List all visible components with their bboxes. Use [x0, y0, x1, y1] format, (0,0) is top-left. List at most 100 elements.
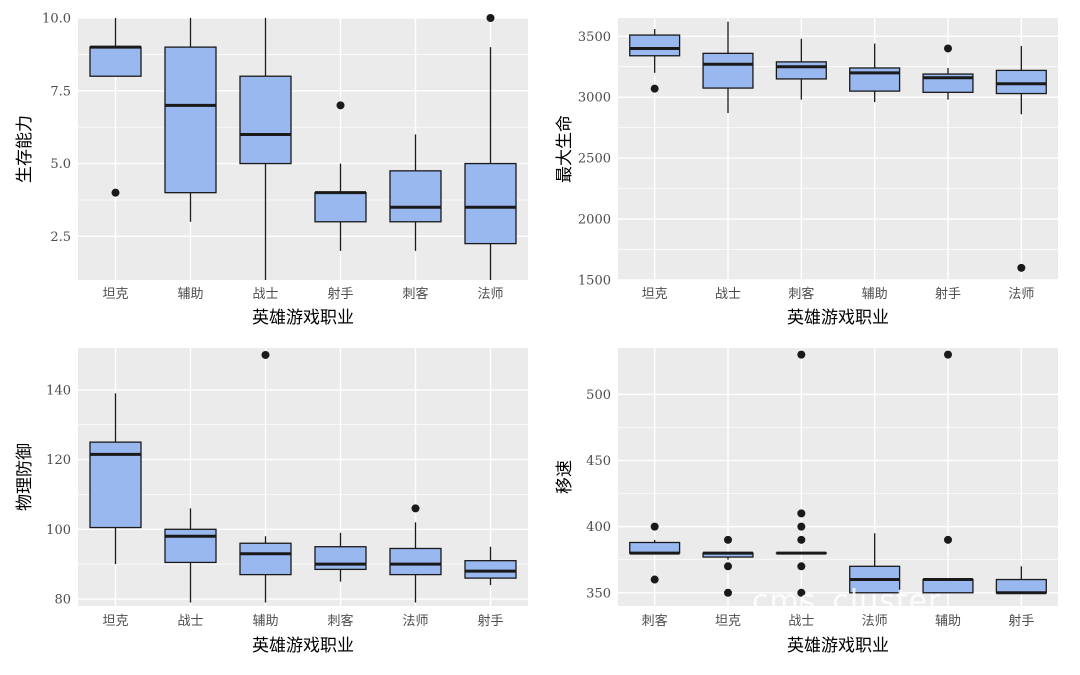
- outlier-point: [797, 509, 806, 518]
- box-iqr: [464, 162, 517, 245]
- x-tick-label: 射手: [935, 286, 961, 302]
- box-iqr: [702, 52, 754, 89]
- outlier-point: [797, 588, 806, 597]
- x-tick-label: 坦克: [642, 287, 668, 302]
- box-辅助: [849, 43, 901, 103]
- box-iqr: [89, 441, 142, 529]
- box-iqr: [314, 546, 367, 571]
- x-tick-label: 法师: [477, 287, 503, 302]
- outlier-point: [724, 535, 732, 544]
- box-刺客: [775, 38, 827, 100]
- box-战士: [164, 508, 217, 603]
- y-tick-label: 2000: [578, 213, 611, 228]
- y-axis-title: 生存能力: [15, 115, 35, 183]
- x-tick-label: 战士: [177, 614, 203, 629]
- outlier-point: [411, 504, 420, 513]
- x-tick-label: 刺客: [642, 613, 668, 629]
- box-战士: [702, 21, 754, 114]
- box-iqr: [314, 192, 367, 223]
- outlier-point: [944, 535, 952, 544]
- box-战士: [775, 350, 827, 597]
- x-axis-title: 英雄游戏职业: [252, 308, 354, 328]
- box-射手: [314, 101, 367, 251]
- y-tick-label: 2.5: [50, 230, 71, 245]
- box-iqr: [629, 541, 681, 554]
- box-iqr: [239, 542, 292, 576]
- box-iqr: [239, 75, 292, 165]
- y-tick-label: 400: [586, 520, 611, 535]
- box-法师: [389, 504, 442, 603]
- box-iqr: [629, 34, 681, 57]
- x-axis-title: 英雄游戏职业: [787, 308, 889, 328]
- y-tick-label: 350: [586, 586, 611, 601]
- box-法师: [995, 46, 1047, 272]
- box-刺客: [389, 134, 442, 251]
- y-tick-label: 500: [586, 388, 611, 403]
- outlier-point: [724, 588, 732, 597]
- outlier-point: [650, 522, 659, 531]
- x-axis-title: 英雄游戏职业: [787, 636, 889, 656]
- y-tick-label: 450: [586, 454, 611, 469]
- box-战士: [239, 18, 292, 280]
- x-tick-label: 射手: [327, 286, 353, 302]
- plot-background: [78, 18, 528, 280]
- box-iqr: [995, 578, 1047, 594]
- box-刺客: [314, 532, 367, 582]
- plot-background: [78, 348, 528, 606]
- y-axis-title: 最大生命: [555, 115, 575, 183]
- box-法师: [464, 14, 517, 280]
- box-iqr: [995, 69, 1047, 95]
- x-tick-label: 法师: [402, 614, 428, 629]
- x-tick-label: 辅助: [935, 614, 961, 629]
- box-辅助: [239, 350, 292, 603]
- plot-background: [618, 348, 1058, 606]
- box-iqr: [922, 578, 974, 594]
- x-tick-label: 刺客: [327, 613, 353, 629]
- outlier-point: [650, 84, 659, 93]
- y-tick-label: 7.5: [50, 84, 71, 99]
- box-坦克: [89, 18, 142, 197]
- box-辅助: [164, 18, 217, 222]
- outlier-point: [650, 575, 659, 584]
- y-tick-label: 80: [54, 593, 71, 608]
- x-tick-label: 刺客: [788, 286, 814, 302]
- x-tick-label: 战士: [788, 614, 814, 629]
- y-tick-label: 10.0: [42, 12, 71, 27]
- y-tick-label: 3500: [578, 30, 611, 45]
- box-iqr: [89, 46, 142, 77]
- y-tick-label: 120: [46, 453, 71, 468]
- x-tick-label: 射手: [1008, 613, 1034, 629]
- outlier-point: [111, 188, 120, 197]
- box-射手: [464, 546, 517, 586]
- x-tick-label: 辅助: [252, 614, 278, 629]
- x-tick-label: 辅助: [862, 287, 888, 302]
- x-tick-label: 刺客: [402, 286, 428, 302]
- x-tick-label: 法师: [1008, 287, 1034, 302]
- outlier-point: [797, 522, 806, 531]
- box-射手: [922, 44, 974, 100]
- y-tick-label: 1500: [578, 274, 611, 289]
- box-射手: [995, 566, 1047, 595]
- outlier-point: [261, 350, 270, 359]
- outlier-point: [944, 44, 952, 53]
- box-坦克: [629, 28, 681, 93]
- box-辅助: [922, 350, 974, 594]
- y-tick-label: 140: [46, 383, 71, 398]
- y-tick-label: 2500: [578, 152, 611, 167]
- box-iqr: [464, 560, 517, 579]
- x-axis-title: 英雄游戏职业: [252, 636, 354, 656]
- y-tick-label: 3000: [578, 91, 611, 106]
- x-tick-label: 辅助: [177, 287, 203, 302]
- outlier-point: [797, 535, 806, 544]
- x-tick-label: 坦克: [102, 287, 128, 302]
- outlier-point: [336, 101, 345, 110]
- outlier-point: [486, 14, 495, 22]
- box-法师: [849, 533, 901, 594]
- y-axis-title: 移速: [555, 460, 575, 494]
- x-tick-label: 战士: [252, 287, 278, 302]
- box-iqr: [164, 46, 217, 194]
